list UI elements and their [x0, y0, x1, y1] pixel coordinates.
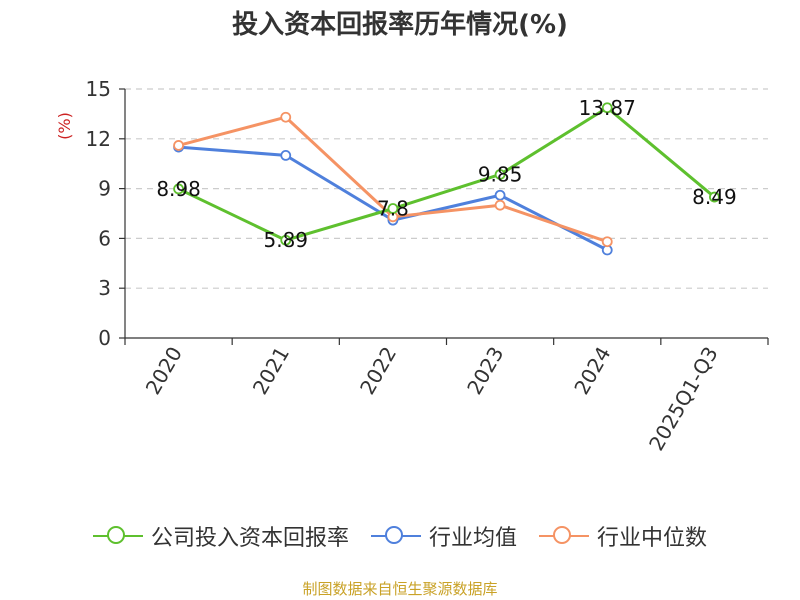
- legend-item[interactable]: 行业中位数: [539, 520, 707, 552]
- legend: 公司投入资本回报率 行业均值 行业中位数: [0, 520, 800, 552]
- data-point-2: [280, 111, 292, 123]
- data-point-0: [709, 191, 720, 203]
- data-point-1: [494, 189, 506, 201]
- data-label: 8.98: [156, 177, 201, 201]
- x-tick-label: 2022: [355, 343, 401, 399]
- y-tick-label: 6: [98, 226, 111, 250]
- series-line-0: [177, 106, 716, 242]
- legend-item[interactable]: 行业均值: [370, 520, 517, 552]
- chart-title: 投入资本回报率历年情况(%): [232, 10, 568, 40]
- data-point-0: [173, 183, 184, 195]
- y-axis-label: (%): [55, 112, 74, 140]
- x-tick-label: 2020: [141, 343, 187, 399]
- legend-label: 行业均值: [428, 526, 517, 551]
- x-tick-label: 2024: [569, 343, 615, 399]
- legend-marker: [370, 524, 421, 548]
- data-label: 5.89: [263, 228, 308, 252]
- x-tick-label: 2021: [248, 343, 294, 399]
- legend-label: 行业中位数: [597, 526, 708, 551]
- data-point-2: [601, 236, 613, 248]
- legend-marker: [92, 524, 143, 548]
- data-point-1: [280, 149, 292, 161]
- data-point-0: [280, 234, 292, 246]
- data-point-0: [494, 169, 506, 180]
- data-label: 8.49: [692, 185, 737, 209]
- data-label: 13.87: [579, 96, 636, 120]
- y-tick-label: 12: [86, 127, 111, 151]
- y-tick-label: 9: [98, 177, 111, 201]
- data-point-0: [387, 203, 399, 214]
- y-tick-label: 0: [98, 326, 111, 350]
- legend-item[interactable]: 公司投入资本回报率: [92, 520, 349, 552]
- source-note: 制图数据来自恒生聚源数据库: [302, 580, 498, 598]
- legend-marker: [539, 524, 589, 548]
- x-tick-label: 2023: [462, 343, 508, 399]
- data-point-0: [601, 102, 613, 114]
- legend-label: 公司投入资本回报率: [150, 526, 349, 551]
- data-label: 7.8: [377, 197, 409, 221]
- x-tick-label: 2025Q1-Q3: [644, 343, 723, 455]
- data-point-2: [173, 140, 184, 151]
- y-tick-label: 3: [98, 276, 111, 300]
- data-point-2: [494, 199, 506, 211]
- y-tick-label: 15: [86, 77, 111, 101]
- data-label: 9.85: [478, 162, 523, 186]
